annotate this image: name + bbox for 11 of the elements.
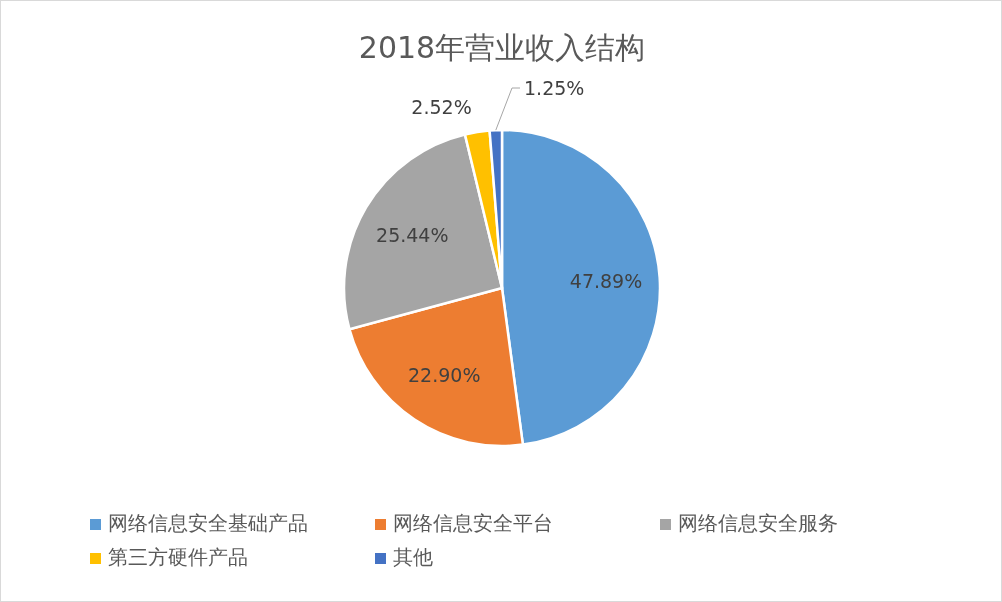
legend-label: 其他 [393,545,433,569]
legend-label: 网络信息安全基础产品 [108,511,308,535]
data-label: 47.89% [569,270,643,293]
legend-label: 网络信息安全平台 [393,511,553,535]
data-label: 1.25% [524,77,585,99]
data-label: 25.44% [376,223,449,246]
data-label: 2.52% [411,96,472,119]
data-label: 22.90% [408,363,481,386]
legend-label: 网络信息安全服务 [678,511,838,535]
chart-title: 2018年营业收入结构 [358,30,646,65]
legend-label: 第三方硬件产品 [108,545,248,569]
